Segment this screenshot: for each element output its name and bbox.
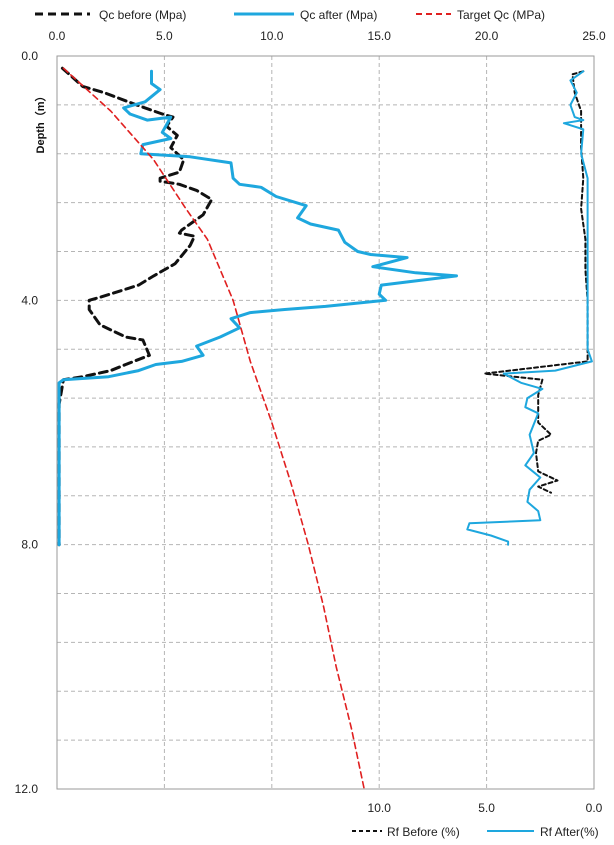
depth-tick-label: 4.0: [21, 293, 38, 307]
legend-rf-after-label: Rf After(%): [540, 825, 599, 839]
top-axis-ticks: 0.0 5.0 10.0 15.0 20.0 25.0: [49, 29, 606, 43]
top-axis-tick-label: 5.0: [156, 29, 173, 43]
legend-target-qc-label: Target Qc (MPa): [457, 8, 545, 22]
plot-area-frame: [56, 55, 595, 790]
grid: [57, 56, 594, 789]
legend-rf-before-label: Rf Before (%): [387, 825, 460, 839]
top-axis-tick-label: 0.0: [49, 29, 66, 43]
legend-qc-after-label: Qc after (Mpa): [300, 8, 377, 22]
series-line-rf-after: [466, 70, 593, 546]
bottom-axis-tick-label: 0.0: [586, 801, 603, 815]
bottom-axis-tick-label: 10.0: [368, 801, 392, 815]
legend-top: Qc before (Mpa) Qc after (Mpa) Target Qc…: [35, 8, 545, 22]
left-axis-ticks: 0.0 4.0 8.0 12.0: [15, 49, 39, 796]
bottom-axis-tick-label: 5.0: [478, 801, 495, 815]
top-axis-tick-label: 10.0: [260, 29, 284, 43]
bottom-axis-ticks: 10.0 5.0 0.0: [368, 801, 603, 815]
depth-tick-label: 0.0: [21, 49, 38, 63]
top-axis-tick-label: 25.0: [582, 29, 606, 43]
legend-bottom: Rf Before (%) Rf After(%): [352, 825, 599, 839]
top-axis-tick-label: 15.0: [368, 29, 392, 43]
series-line-target-qc-mpa: [62, 67, 366, 790]
series-layer: [57, 66, 593, 790]
series-line-rf-before: [483, 70, 589, 494]
y-axis-label: Depth（m）: [34, 91, 47, 154]
top-axis-tick-label: 20.0: [475, 29, 499, 43]
legend-qc-before-label: Qc before (Mpa): [99, 8, 186, 22]
depth-tick-label: 8.0: [21, 538, 38, 552]
series-line-qc-before-mpa: [57, 66, 214, 547]
series-line-qc-after-mpa: [57, 69, 458, 547]
depth-tick-label: 12.0: [15, 782, 39, 796]
